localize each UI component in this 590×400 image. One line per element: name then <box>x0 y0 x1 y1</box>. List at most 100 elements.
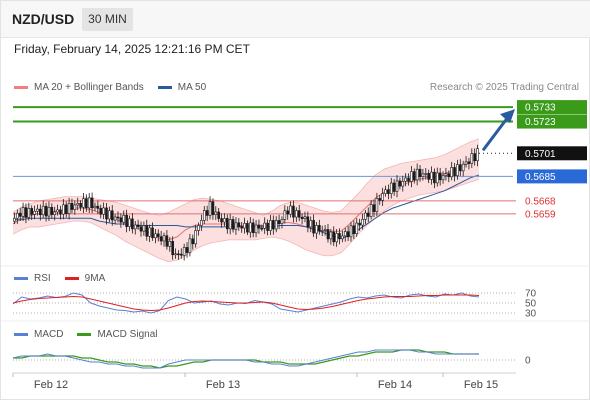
candle-body <box>444 173 448 176</box>
candle-body <box>257 224 261 229</box>
candle-body <box>418 168 422 178</box>
symbol-label: NZD/USD <box>12 11 75 27</box>
candle-body <box>338 233 341 240</box>
candle-body <box>82 198 85 208</box>
candle-body <box>243 223 246 229</box>
legend-ma50: MA 50 <box>157 82 206 93</box>
candle-body <box>174 253 177 256</box>
candle-body <box>70 203 74 210</box>
candle-body <box>108 210 111 220</box>
candle-body <box>366 212 370 217</box>
candle-body <box>470 153 474 164</box>
x-tick-label-2: Feb 14 <box>378 379 412 391</box>
candle-body <box>59 209 62 215</box>
candle-body <box>289 205 292 215</box>
x-tick-label-1: Feb 13 <box>206 379 240 391</box>
candle-body <box>358 222 361 226</box>
candle-body <box>361 219 364 226</box>
legend-label-macd-signal: MACD Signal <box>97 329 158 340</box>
legend-swatch-macd-signal <box>77 333 92 336</box>
candle-body <box>96 205 100 209</box>
x-tick-label-3: Feb 15 <box>464 379 498 391</box>
candle-body <box>381 193 384 201</box>
candle-body <box>260 227 264 230</box>
candle-body <box>447 173 451 178</box>
candle-body <box>427 173 430 180</box>
candle-body <box>251 222 255 234</box>
candle-body <box>458 164 462 172</box>
candle-body <box>461 163 465 172</box>
candle-body <box>159 236 163 242</box>
candle-body <box>56 209 59 213</box>
candle-body <box>231 219 235 230</box>
main-legend: MA 20 + Bollinger Bands MA 50 <box>14 82 220 93</box>
legend-label-ma20: MA 20 + Bollinger Bands <box>34 82 144 93</box>
macd-line <box>12 349 479 369</box>
candle-body <box>79 203 82 208</box>
candle-body <box>303 216 307 219</box>
rsi-legend: RSI 9MA <box>14 273 119 284</box>
candle-body <box>225 218 229 230</box>
level-tag-current-2 <box>517 146 587 161</box>
candle-body <box>240 226 243 229</box>
legend-macd-signal: MACD Signal <box>77 329 157 340</box>
candle-body <box>90 197 94 209</box>
candle-body <box>185 247 189 253</box>
candle-body <box>401 181 405 187</box>
legend-label-macd: MACD <box>34 329 64 340</box>
candle-body <box>349 225 353 238</box>
candle-body <box>67 203 71 214</box>
candle-body <box>110 210 114 221</box>
level-tag-pivot-3 <box>517 169 587 184</box>
candle-body <box>214 211 218 215</box>
candle-body <box>378 198 382 201</box>
timeframe-button[interactable]: 30 MIN <box>82 8 133 31</box>
candle-body <box>415 168 419 181</box>
candle-body <box>148 227 151 237</box>
level-tag-resistance-0 <box>517 100 587 115</box>
candle-body <box>223 218 226 223</box>
candle-body <box>312 220 315 234</box>
candle-body <box>64 204 68 214</box>
candle-body <box>177 253 180 256</box>
legend-ma20: MA 20 + Bollinger Bands <box>14 82 144 93</box>
candle-body <box>355 222 359 235</box>
candle-body <box>297 210 301 218</box>
candle-body <box>142 225 146 232</box>
candle-body <box>18 212 22 217</box>
candle-body <box>372 204 376 212</box>
candle-body <box>62 204 65 215</box>
candle-body <box>133 224 137 230</box>
candle-body <box>50 207 54 215</box>
candle-body <box>263 222 267 229</box>
legend-label-rsi: RSI <box>34 273 51 284</box>
candle-body <box>33 210 36 215</box>
candle-body <box>16 212 19 219</box>
candle-body <box>21 207 25 217</box>
candle-body <box>424 173 428 175</box>
candle-body <box>476 148 479 162</box>
candle-body <box>41 205 45 216</box>
candle-body <box>341 235 344 240</box>
level-tag-resistance-1 <box>517 114 587 129</box>
legend-swatch-9ma <box>64 277 79 280</box>
candle-body <box>53 211 57 215</box>
legend-swatch-ma50 <box>157 86 172 89</box>
candle-body <box>395 180 399 192</box>
candle-body <box>119 217 123 223</box>
candle-body <box>410 171 413 182</box>
candle-body <box>318 225 321 232</box>
candle-body <box>122 214 126 223</box>
candle-body <box>154 233 157 239</box>
candle-body <box>116 216 120 219</box>
candle-body <box>467 161 471 164</box>
candle-body <box>277 220 281 224</box>
candle-body <box>197 225 200 231</box>
candle-body <box>266 222 269 231</box>
datetime-label: Friday, February 14, 2025 12:21:16 PM CE… <box>14 42 250 56</box>
forecast-arrow-head <box>500 109 515 124</box>
candle-body <box>136 224 140 227</box>
candle-body <box>162 235 166 242</box>
legend-swatch-macd <box>14 333 28 336</box>
header-bar: NZD/USD 30 MIN <box>1 1 590 38</box>
